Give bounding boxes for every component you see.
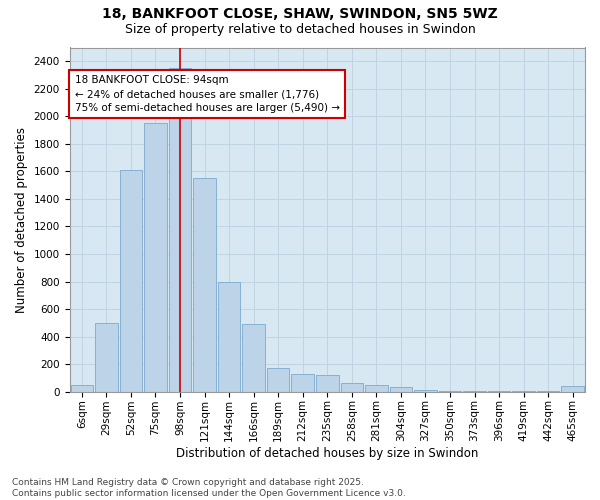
Bar [488, 391, 511, 392]
Text: 18, BANKFOOT CLOSE, SHAW, SWINDON, SN5 5WZ: 18, BANKFOOT CLOSE, SHAW, SWINDON, SN5 5… [102, 8, 498, 22]
Bar [218, 282, 241, 392]
Bar [365, 386, 388, 392]
Bar [193, 178, 216, 392]
Bar [71, 385, 93, 392]
Text: 18 BANKFOOT CLOSE: 94sqm
← 24% of detached houses are smaller (1,776)
75% of sem: 18 BANKFOOT CLOSE: 94sqm ← 24% of detach… [74, 75, 340, 113]
Y-axis label: Number of detached properties: Number of detached properties [15, 126, 28, 312]
Bar [316, 375, 338, 392]
Bar [463, 391, 486, 392]
Bar [439, 390, 461, 392]
Text: Contains HM Land Registry data © Crown copyright and database right 2025.
Contai: Contains HM Land Registry data © Crown c… [12, 478, 406, 498]
Bar [169, 68, 191, 392]
Bar [119, 170, 142, 392]
Bar [95, 323, 118, 392]
Bar [292, 374, 314, 392]
Bar [341, 384, 363, 392]
Text: Size of property relative to detached houses in Swindon: Size of property relative to detached ho… [125, 22, 475, 36]
Bar [414, 390, 437, 392]
X-axis label: Distribution of detached houses by size in Swindon: Distribution of detached houses by size … [176, 447, 478, 460]
Bar [389, 387, 412, 392]
Bar [267, 368, 289, 392]
Bar [242, 324, 265, 392]
Bar [562, 386, 584, 392]
Bar [537, 391, 559, 392]
Bar [144, 123, 167, 392]
